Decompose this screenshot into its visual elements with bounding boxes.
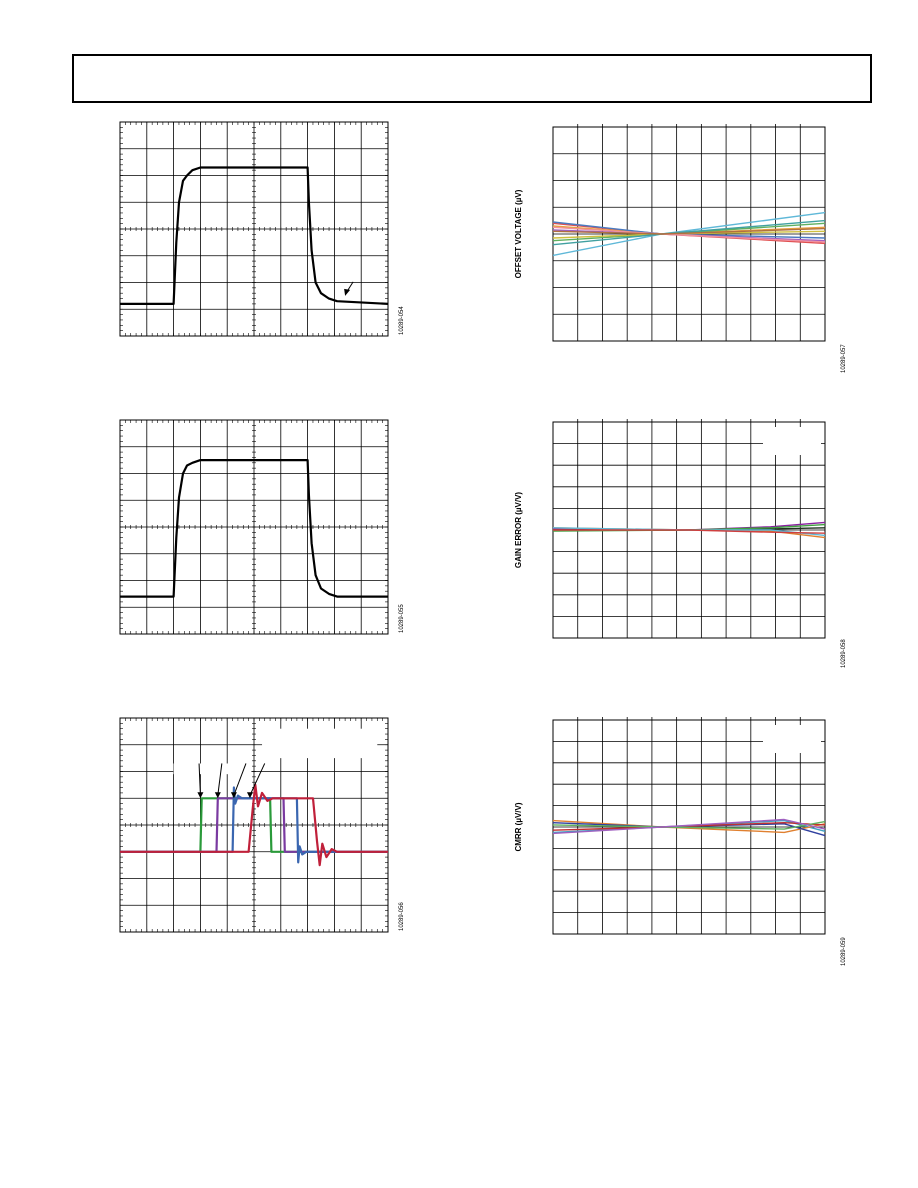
- annotation-arrowhead: [344, 288, 351, 296]
- plot-area: [119, 419, 389, 635]
- series-line-5: [552, 820, 826, 830]
- series-line-6: [553, 529, 826, 534]
- figure-id: 10289-054: [399, 306, 405, 335]
- y-axis-label: GAIN ERROR (µV/V): [514, 492, 523, 569]
- cmrr-plot: 10289-059 CMRR (µV/V): [514, 717, 847, 966]
- label-box: [173, 763, 252, 775]
- series-line-4: [120, 783, 388, 867]
- figure-id: 10289-057: [841, 344, 847, 373]
- annotation-arrow-4: [249, 763, 266, 796]
- series-line-10: [552, 227, 826, 235]
- plot-area: [552, 124, 826, 342]
- y-axis-label: OFFSET VOLTAGE (µV): [514, 189, 523, 278]
- figure-id: 10289-059: [841, 937, 847, 966]
- annotation-arrow-2: [217, 763, 223, 796]
- legend-box: [763, 427, 821, 455]
- annotation-arrowhead-2: [214, 792, 221, 799]
- plot-area: [119, 121, 389, 337]
- plot-area: [119, 717, 389, 933]
- annotation-arrowhead-3: [230, 792, 237, 799]
- plot-area: [552, 419, 826, 639]
- plot-area: [552, 717, 826, 935]
- series-line-1: [120, 166, 389, 305]
- y-axis-label: CMRR (µV/V): [514, 802, 523, 851]
- series-line-6: [552, 818, 826, 835]
- scope-plot-1: 10289-054: [119, 121, 405, 337]
- annotation-arrowhead-1: [197, 792, 204, 799]
- gain-error-plot: 10289-058 GAIN ERROR (µV/V): [514, 419, 847, 668]
- series-line-3: [120, 786, 388, 864]
- figure-id: 10289-056: [399, 902, 405, 931]
- series-line-1: [120, 458, 388, 598]
- offset-voltage-plot: 10289-057 OFFSET VOLTAGE (µV): [514, 124, 847, 373]
- annotation-arrowhead-4: [246, 792, 253, 799]
- scope-plot-3: 10289-056: [119, 717, 405, 933]
- legend-box: [262, 728, 378, 759]
- annotation-arrow-3: [233, 763, 247, 796]
- figure-id: 10289-058: [841, 639, 847, 668]
- annotation-arrow-1: [198, 763, 201, 796]
- page-header-box: [72, 54, 872, 103]
- figure-id: 10289-055: [399, 604, 405, 633]
- series-line-2: [552, 819, 826, 834]
- legend-box: [763, 725, 821, 753]
- scope-plot-2: 10289-055: [119, 419, 405, 635]
